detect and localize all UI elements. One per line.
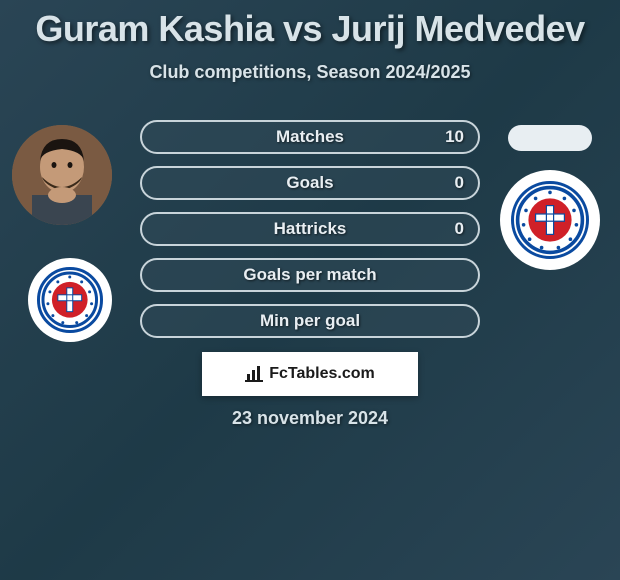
brand-box: FcTables.com xyxy=(202,352,418,396)
stat-value: 10 xyxy=(445,122,464,152)
stat-label: Goals xyxy=(142,168,478,198)
infographic-container: Guram Kashia vs Jurij Medvedev Club comp… xyxy=(0,0,620,580)
chart-icon xyxy=(245,366,263,382)
stat-row-gpm: Goals per match xyxy=(140,258,480,292)
stat-value: 0 xyxy=(455,214,464,244)
brand-text: FcTables.com xyxy=(269,365,375,383)
stat-row-matches: Matches 10 xyxy=(140,120,480,154)
team-badge-player2 xyxy=(500,170,600,270)
comparison-title: Guram Kashia vs Jurij Medvedev xyxy=(0,0,620,50)
stat-label: Matches xyxy=(142,122,478,152)
player1-photo xyxy=(12,125,112,225)
footer-date: 23 november 2024 xyxy=(0,408,620,429)
stat-value: 0 xyxy=(455,168,464,198)
team-badge-player1 xyxy=(28,258,112,342)
stat-row-goals: Goals 0 xyxy=(140,166,480,200)
stat-label: Hattricks xyxy=(142,214,478,244)
player2-placeholder xyxy=(508,125,592,151)
stats-area: Matches 10 Goals 0 Hattricks 0 Goals per… xyxy=(140,120,480,350)
comparison-subtitle: Club competitions, Season 2024/2025 xyxy=(0,62,620,83)
stat-label: Goals per match xyxy=(142,260,478,290)
stat-row-mpg: Min per goal xyxy=(140,304,480,338)
stat-row-hattricks: Hattricks 0 xyxy=(140,212,480,246)
stat-label: Min per goal xyxy=(142,306,478,336)
